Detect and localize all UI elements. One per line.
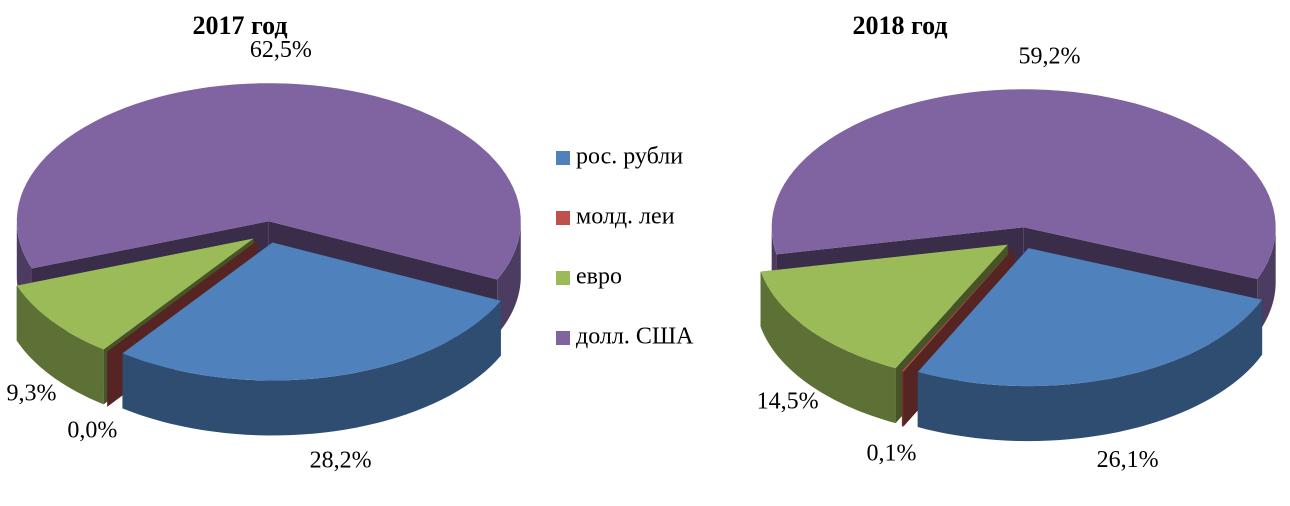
chart-title: 2017 год <box>192 11 287 40</box>
pie-slice <box>122 242 501 436</box>
slice-top <box>901 247 1015 372</box>
data-label: 28,2% <box>310 448 372 474</box>
data-label: 0,1% <box>867 440 917 466</box>
slice-top <box>771 89 1276 279</box>
legend-swatch <box>556 211 570 225</box>
data-label: 14,5% <box>757 388 819 414</box>
slice-side <box>901 371 904 427</box>
legend-label: долл. США <box>576 324 694 350</box>
slice-side <box>917 299 1263 442</box>
data-label: 62,5% <box>250 37 312 63</box>
slice-side <box>497 221 521 335</box>
slice-top <box>16 83 521 280</box>
slice-top <box>16 238 254 350</box>
slice-side <box>16 285 104 405</box>
legend-label: рос. рубли <box>576 144 683 170</box>
legend-label: евро <box>576 264 622 290</box>
legend-swatch <box>556 331 570 345</box>
legend-swatch <box>556 271 570 285</box>
slice-top <box>107 240 258 352</box>
pie <box>16 83 521 436</box>
legend-label: молд. леи <box>576 204 675 230</box>
slice-top <box>760 244 1008 369</box>
data-label: 9,3% <box>6 381 56 407</box>
data-label: 26,1% <box>1097 447 1159 473</box>
slice-top <box>122 242 501 381</box>
slice-side <box>122 300 501 436</box>
slice-side <box>760 271 896 424</box>
pie <box>760 89 1276 442</box>
data-label: 59,2% <box>1018 44 1080 70</box>
legend-swatch <box>556 151 570 165</box>
pie-slice <box>917 248 1263 442</box>
chart-title: 2018 год <box>852 11 947 40</box>
slice-top <box>917 248 1263 387</box>
data-label: 0,0% <box>67 418 117 444</box>
